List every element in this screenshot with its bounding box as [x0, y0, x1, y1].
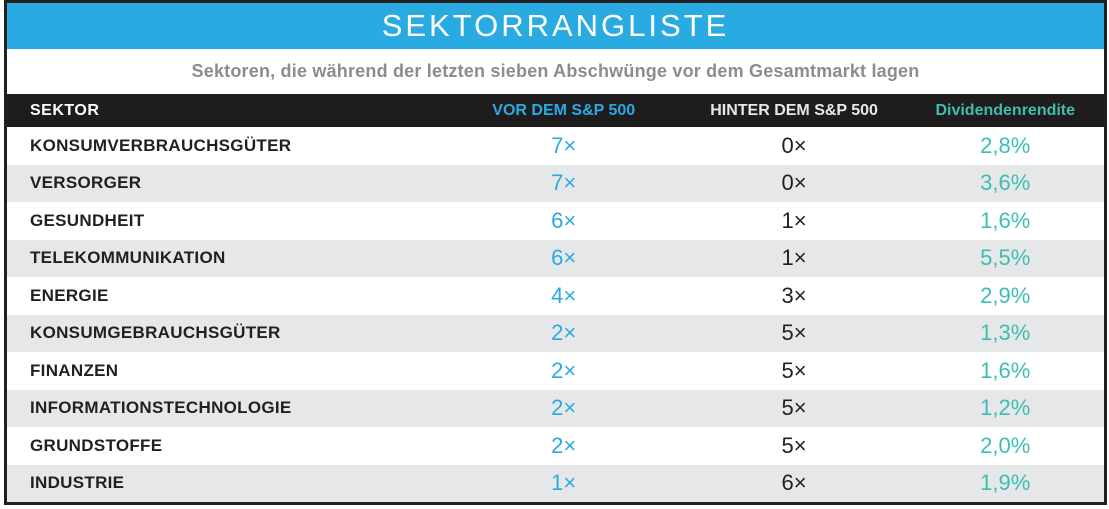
table-row: GESUNDHEIT 6× 1× 1,6%	[7, 202, 1104, 240]
sector-name: INDUSTRIE	[30, 473, 125, 493]
ahead-count: 7×	[551, 170, 577, 196]
sector-name: KONSUMVERBRAUCHSGÜTER	[30, 135, 292, 155]
dividend-yield: 2,9%	[980, 282, 1031, 308]
ahead-count: 7×	[551, 132, 577, 158]
behind-count: 1×	[781, 207, 807, 233]
sector-name: VERSORGER	[30, 173, 142, 193]
column-header-vor-dem-sp500: VOR DEM S&P 500	[492, 101, 636, 119]
ahead-count: 2×	[551, 357, 577, 383]
ahead-count: 6×	[551, 245, 577, 271]
behind-count: 3×	[781, 282, 807, 308]
behind-count: 1×	[781, 245, 807, 271]
table-row: VERSORGER 7× 0× 3,6%	[7, 164, 1104, 202]
dividend-yield: 2,0%	[980, 432, 1031, 458]
dividend-yield: 1,6%	[980, 207, 1031, 233]
sector-name: TELEKOMMUNIKATION	[30, 248, 226, 268]
ahead-count: 2×	[551, 395, 577, 421]
table-row: INDUSTRIE 1× 6× 1,9%	[7, 464, 1104, 502]
table-subtitle: Sektoren, die während der letzten sieben…	[191, 61, 920, 81]
ahead-count: 4×	[551, 282, 577, 308]
sector-name: ENERGIE	[30, 285, 109, 305]
sector-name: GRUNDSTOFFE	[30, 435, 163, 455]
column-header-hinter-dem-sp500: HINTER DEM S&P 500	[710, 101, 878, 119]
dividend-yield: 1,6%	[980, 357, 1031, 383]
sector-name: FINANZEN	[30, 360, 119, 380]
sector-name: KONSUMGEBRAUCHSGÜTER	[30, 323, 281, 343]
dividend-yield: 1,9%	[980, 470, 1031, 496]
behind-count: 5×	[781, 357, 807, 383]
table-row: INFORMATIONSTECHNOLOGIE 2× 5× 1,2%	[7, 389, 1104, 427]
table-row: GRUNDSTOFFE 2× 5× 2,0%	[7, 427, 1104, 465]
sector-name: GESUNDHEIT	[30, 210, 145, 230]
table-header-row: SEKTOR VOR DEM S&P 500 HINTER DEM S&P 50…	[7, 94, 1104, 127]
ahead-count: 6×	[551, 207, 577, 233]
dividend-yield: 1,3%	[980, 320, 1031, 346]
column-header-dividendenrendite: Dividendenrendite	[935, 101, 1076, 119]
table-row: ENERGIE 4× 3× 2,9%	[7, 277, 1104, 315]
ahead-count: 2×	[551, 320, 577, 346]
table-rows: KONSUMVERBRAUCHSGÜTER 7× 0× 2,8% VERSORG…	[7, 127, 1104, 502]
ahead-count: 1×	[551, 470, 577, 496]
sector-name: INFORMATIONSTECHNOLOGIE	[30, 398, 292, 418]
table-subtitle-bar: Sektoren, die während der letzten sieben…	[7, 49, 1104, 94]
table-row: KONSUMGEBRAUCHSGÜTER 2× 5× 1,3%	[7, 314, 1104, 352]
table-row: FINANZEN 2× 5× 1,6%	[7, 352, 1104, 390]
behind-count: 5×	[781, 432, 807, 458]
column-header-sektor: SEKTOR	[30, 101, 100, 119]
dividend-yield: 5,5%	[980, 245, 1031, 271]
ahead-count: 2×	[551, 432, 577, 458]
behind-count: 0×	[781, 170, 807, 196]
page-title: SEKTORRANGLISTE	[381, 8, 730, 43]
behind-count: 5×	[781, 320, 807, 346]
behind-count: 0×	[781, 132, 807, 158]
behind-count: 5×	[781, 395, 807, 421]
dividend-yield: 3,6%	[980, 170, 1031, 196]
table-title-bar: SEKTORRANGLISTE	[7, 3, 1104, 49]
table-row: KONSUMVERBRAUCHSGÜTER 7× 0× 2,8%	[7, 127, 1104, 165]
dividend-yield: 1,2%	[980, 395, 1031, 421]
table-row: TELEKOMMUNIKATION 6× 1× 5,5%	[7, 239, 1104, 277]
dividend-yield: 2,8%	[980, 132, 1031, 158]
behind-count: 6×	[781, 470, 807, 496]
table-frame: SEKTORRANGLISTE Sektoren, die während de…	[4, 0, 1107, 505]
